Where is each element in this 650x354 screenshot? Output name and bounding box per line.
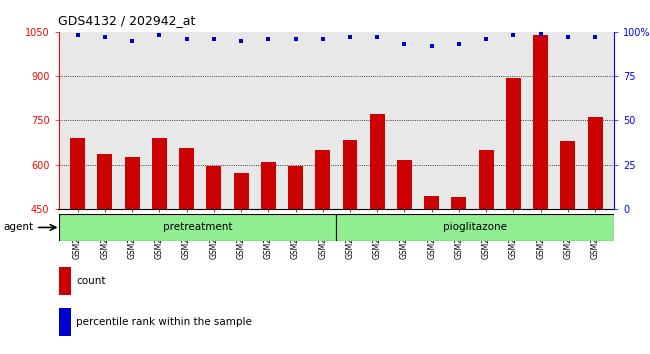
Point [399, 41, 410, 47]
Text: agent: agent [3, 222, 33, 232]
Point [263, 36, 274, 42]
Point [236, 38, 246, 44]
Bar [370, 114, 385, 209]
Point [372, 34, 382, 40]
Point [72, 33, 83, 38]
Bar [179, 148, 194, 209]
Bar [98, 154, 112, 209]
Point [508, 33, 519, 38]
Bar [233, 173, 248, 209]
Text: count: count [76, 276, 106, 286]
Bar [397, 160, 412, 209]
Bar [560, 141, 575, 209]
Bar [424, 195, 439, 209]
Bar [58, 267, 71, 295]
Bar [452, 197, 467, 209]
Point [563, 34, 573, 40]
Bar [152, 138, 167, 209]
Text: pioglitazone: pioglitazone [443, 222, 507, 233]
Point [154, 33, 164, 38]
Bar [70, 138, 85, 209]
Text: pretreatment: pretreatment [162, 222, 232, 233]
Bar [337, 214, 614, 241]
Bar [125, 157, 140, 209]
Bar [206, 166, 221, 209]
Bar [533, 35, 548, 209]
Point [454, 41, 464, 47]
Point [99, 34, 110, 40]
Bar [288, 166, 303, 209]
Bar [478, 150, 494, 209]
Point [209, 36, 219, 42]
Point [426, 43, 437, 49]
Bar [588, 118, 603, 209]
Point [536, 31, 546, 36]
Bar [343, 139, 358, 209]
Point [127, 38, 137, 44]
Point [181, 36, 192, 42]
Point [344, 34, 355, 40]
Point [291, 36, 301, 42]
Bar [506, 78, 521, 209]
Point [318, 36, 328, 42]
Text: percentile rank within the sample: percentile rank within the sample [76, 317, 252, 327]
Text: GDS4132 / 202942_at: GDS4132 / 202942_at [58, 14, 196, 27]
Point [481, 36, 491, 42]
Bar [58, 214, 337, 241]
Bar [315, 150, 330, 209]
Bar [58, 308, 71, 336]
Bar [261, 162, 276, 209]
Point [590, 34, 601, 40]
